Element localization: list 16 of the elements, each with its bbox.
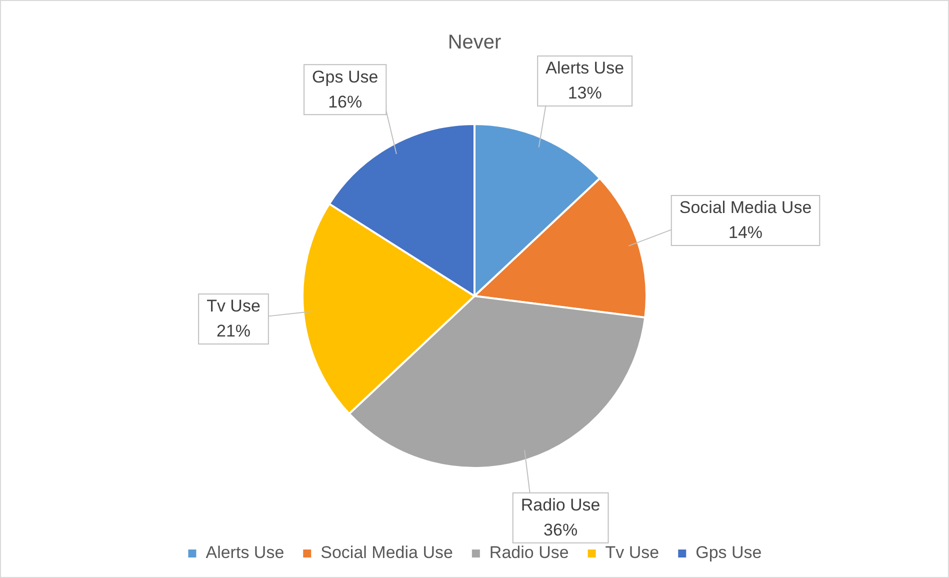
data-label: 14% [728,223,763,242]
data-label: 13% [568,84,602,103]
legend-label: Social Media Use [320,543,453,562]
chart-title: Never [448,32,502,54]
slice-label: Social Media Use [679,198,812,218]
slice-label: Radio Use [520,496,600,515]
data-label: 21% [216,322,251,341]
legend-label: Alerts Use [206,543,284,562]
slice-label: Gps Use [312,67,378,86]
legend-label: Tv Use [605,543,660,562]
legend-label: Radio Use [489,543,569,562]
slice-label: Tv Use [206,296,260,316]
data-label: 16% [328,92,362,112]
slice-label: Alerts Use [546,58,624,78]
data-label: 36% [544,520,578,540]
legend-label: Gps Use [696,543,762,562]
